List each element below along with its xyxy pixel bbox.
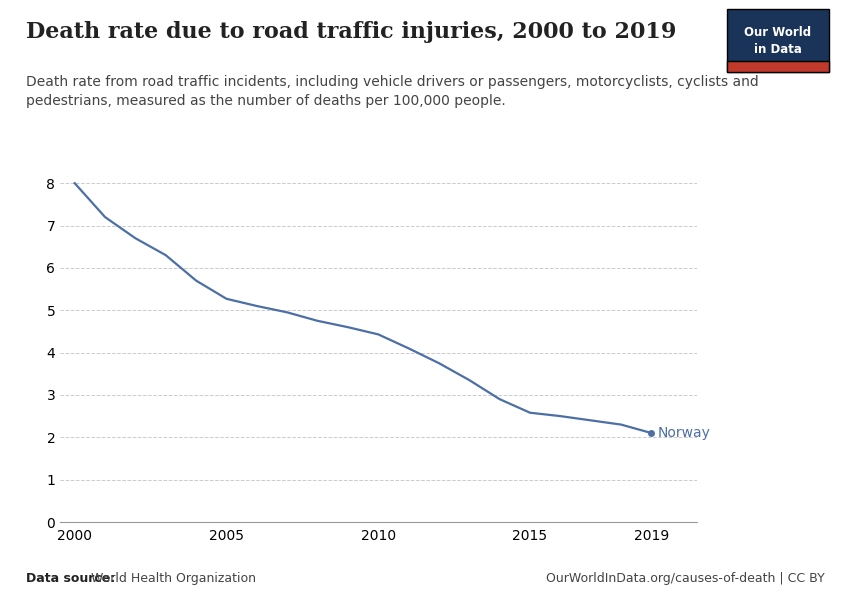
Text: Norway: Norway [658,426,711,440]
Text: Death rate due to road traffic injuries, 2000 to 2019: Death rate due to road traffic injuries,… [26,21,676,43]
Text: Our World: Our World [745,26,811,40]
Text: Data source:: Data source: [26,572,115,585]
Text: in Data: in Data [754,43,802,56]
Text: World Health Organization: World Health Organization [87,572,256,585]
Text: Death rate from road traffic incidents, including vehicle drivers or passengers,: Death rate from road traffic incidents, … [26,75,758,109]
Text: OurWorldInData.org/causes-of-death | CC BY: OurWorldInData.org/causes-of-death | CC … [546,572,824,585]
